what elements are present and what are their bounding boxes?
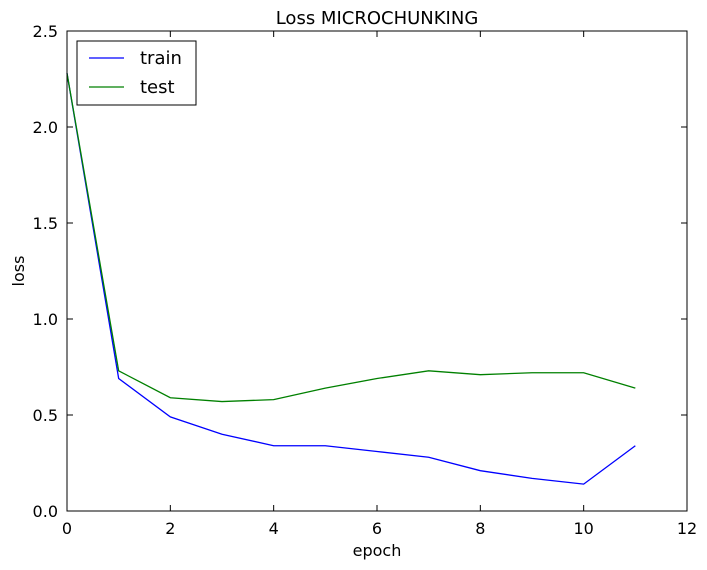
series-line-train	[66, 73, 636, 485]
legend-label-train: train	[140, 48, 182, 69]
y-tick-label: 2.0	[33, 118, 58, 137]
x-tick-label: 12	[677, 519, 697, 538]
series-line-test	[66, 73, 636, 403]
y-tick-label: 2.5	[33, 22, 58, 41]
legend-label-test: test	[140, 77, 175, 98]
plot-area-frame	[66, 30, 688, 512]
x-tick-label: 2	[165, 519, 175, 538]
y-tick-label: 1.0	[33, 310, 58, 329]
x-axis-label: epoch	[353, 541, 402, 560]
y-tick-label: 1.5	[33, 214, 58, 233]
y-tick-label: 0.0	[33, 502, 58, 521]
x-tick-label: 0	[62, 519, 72, 538]
x-tick-label: 4	[269, 519, 279, 538]
y-axis-label: loss	[9, 256, 28, 287]
y-tick-label: 0.5	[33, 406, 58, 425]
x-tick-label: 6	[372, 519, 382, 538]
legend-frame	[76, 40, 197, 106]
x-tick-label: 10	[573, 519, 593, 538]
legend: train test	[76, 40, 197, 106]
x-tick-label: 8	[475, 519, 485, 538]
chart-title: Loss MICROCHUNKING	[276, 8, 479, 29]
